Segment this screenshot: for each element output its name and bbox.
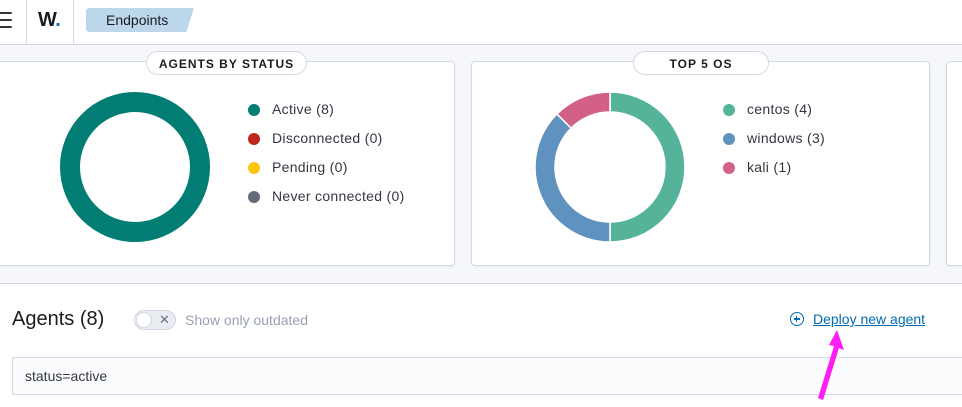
deploy-new-agent-link[interactable]: Deploy new agent <box>790 311 925 327</box>
third-panel <box>946 61 962 266</box>
header-divider <box>26 0 27 44</box>
status-dot-icon <box>248 190 260 203</box>
status-dot-icon <box>248 132 260 145</box>
legend-item-active: Active (8) <box>248 95 405 124</box>
show-outdated-toggle[interactable]: ✕ <box>134 310 176 330</box>
legend-item-windows: windows (3) <box>723 124 825 153</box>
status-legend: Active (8) Disconnected (0) Pending (0) … <box>248 95 405 211</box>
donut-slice <box>555 92 611 130</box>
os-dot-icon <box>723 103 735 116</box>
x-icon: ✕ <box>159 312 170 327</box>
status-dot-icon <box>248 161 260 174</box>
donut-slice <box>609 92 685 242</box>
os-donut-chart <box>535 92 685 242</box>
panel-title: AGENTS BY STATUS <box>146 51 307 75</box>
legend-item-disconnected: Disconnected (0) <box>248 124 405 153</box>
top-header: W. Endpoints <box>0 0 962 45</box>
toggle-label: Show only outdated <box>185 312 308 328</box>
legend-item-centos: centos (4) <box>723 95 825 124</box>
legend-item-pending: Pending (0) <box>248 153 405 182</box>
status-dot-icon <box>248 103 260 116</box>
os-dot-icon <box>723 132 735 145</box>
toggle-knob <box>136 312 152 328</box>
panel-title: TOP 5 OS <box>633 51 769 75</box>
deploy-new-agent-label: Deploy new agent <box>813 311 926 327</box>
legend-item-kali: kali (1) <box>723 153 825 182</box>
search-bar[interactable]: status=active <box>12 357 962 395</box>
header-divider <box>73 0 74 44</box>
legend-item-never-connected: Never connected (0) <box>248 182 405 211</box>
top-os-panel: TOP 5 OS centos (4) windows (3) kali (1) <box>471 51 930 266</box>
status-donut-chart <box>60 92 210 242</box>
os-dot-icon <box>723 161 735 174</box>
donut-slice <box>60 92 210 242</box>
os-legend: centos (4) windows (3) kali (1) <box>723 95 825 182</box>
plus-circle-icon <box>790 312 804 326</box>
menu-icon[interactable] <box>0 12 12 28</box>
annotation-arrow-icon <box>818 330 844 400</box>
agents-title: Agents (8) <box>12 308 105 330</box>
agents-section: Agents (8) ✕ Show only outdated Deploy n… <box>0 283 962 407</box>
agents-by-status-panel: AGENTS BY STATUS Active (8) Disconnected… <box>0 51 455 266</box>
donut-slice <box>535 112 611 242</box>
app-logo[interactable]: W. <box>38 9 61 31</box>
breadcrumb-endpoints[interactable]: Endpoints <box>86 8 194 32</box>
